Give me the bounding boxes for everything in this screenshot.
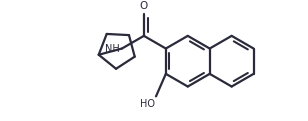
Text: HO: HO	[140, 99, 155, 109]
Text: NH: NH	[105, 44, 120, 53]
Text: O: O	[140, 1, 148, 11]
